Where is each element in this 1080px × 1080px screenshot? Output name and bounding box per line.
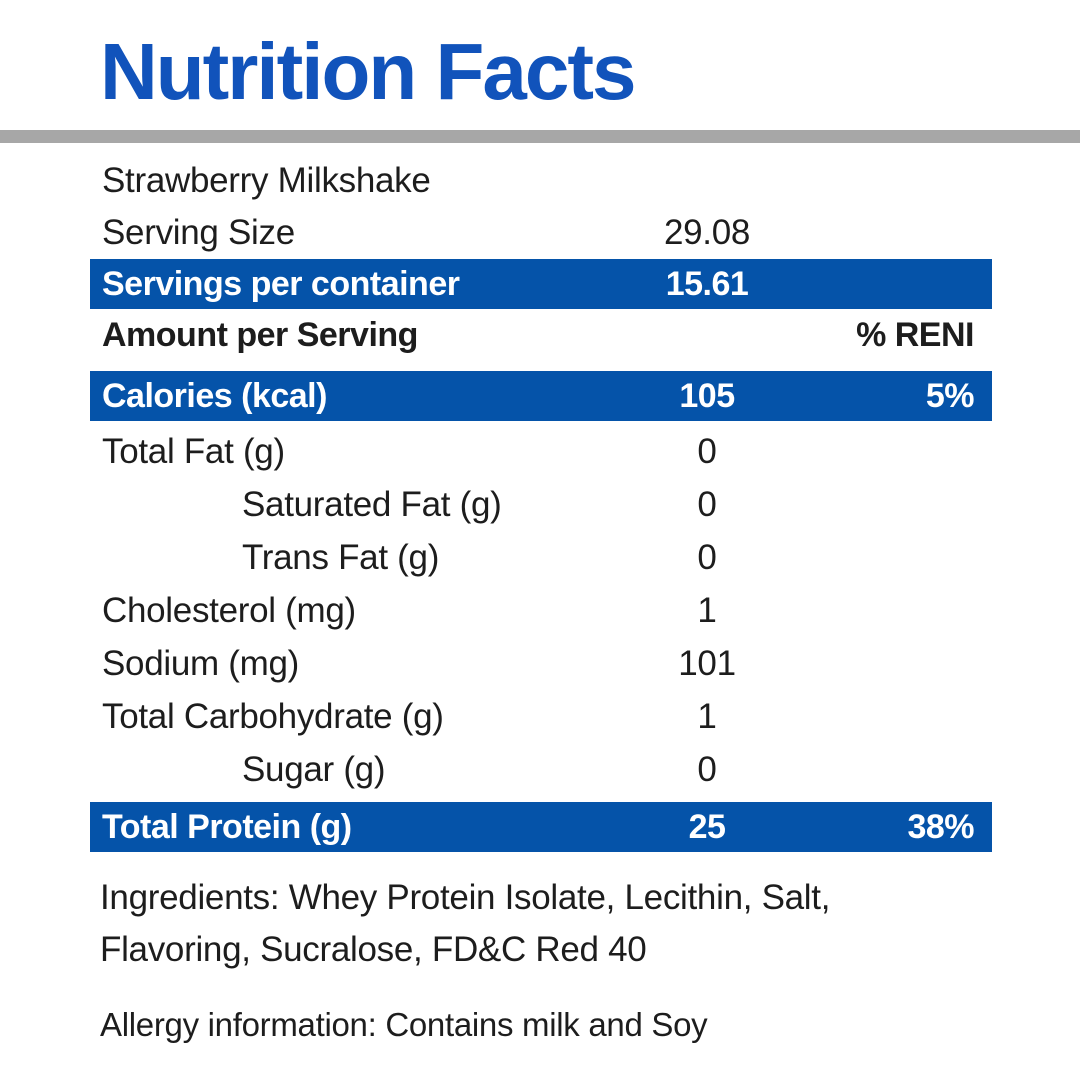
ingredients-text: Ingredients: Whey Protein Isolate, Lecit…	[100, 878, 831, 969]
saturated-fat-row: Saturated Fat (g) 0	[242, 484, 717, 524]
nutrition-table: Strawberry Milkshake Serving Size 29.08 …	[90, 155, 992, 852]
servings-per-container-row: Servings per container 15.61	[90, 259, 992, 309]
total-protein-row: Total Protein (g) 25 38%	[90, 802, 992, 852]
serving-size-label: Serving Size	[102, 213, 295, 252]
trans-fat-row: Trans Fat (g) 0	[242, 537, 717, 577]
amount-per-serving-label: Amount per Serving	[102, 315, 418, 354]
total-carbohydrate-row: Total Carbohydrate (g) 1	[102, 696, 717, 736]
title-divider	[0, 130, 1080, 143]
nutrition-facts-label: Nutrition Facts Strawberry Milkshake Ser…	[0, 30, 1080, 1080]
servings-per-container-label: Servings per container	[102, 264, 460, 303]
cholesterol-row: Cholesterol (mg) 1	[102, 590, 717, 630]
total-fat-row: Total Fat (g) 0	[102, 431, 717, 471]
servings-per-container-value: 15.61	[665, 264, 749, 303]
serving-size-value: 29.08	[663, 213, 751, 252]
calories-row: Calories (kcal) 105 5%	[90, 371, 992, 421]
serving-size-row: Serving Size 29.08	[90, 207, 992, 259]
page-title: Nutrition Facts	[100, 27, 636, 116]
sodium-row: Sodium (mg) 101	[102, 643, 736, 683]
table-header-row: Amount per Serving % RENI	[90, 309, 992, 361]
product-name-row: Strawberry Milkshake	[90, 155, 992, 207]
percent-reni-label: % RENI	[856, 315, 974, 354]
sugar-row: Sugar (g) 0	[242, 749, 717, 789]
product-name: Strawberry Milkshake	[102, 161, 431, 200]
allergy-text: Allergy information: Contains milk and S…	[100, 1006, 708, 1043]
